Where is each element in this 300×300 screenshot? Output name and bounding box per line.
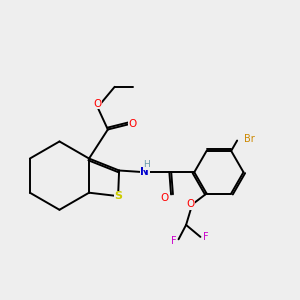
Text: O: O: [94, 99, 102, 109]
Text: O: O: [186, 200, 195, 209]
Text: S: S: [114, 191, 122, 201]
Text: H: H: [143, 160, 150, 169]
Text: F: F: [171, 236, 176, 246]
Text: N: N: [140, 167, 149, 177]
Text: O: O: [161, 193, 169, 203]
Text: O: O: [128, 119, 136, 129]
Text: Br: Br: [244, 134, 255, 144]
Text: F: F: [203, 232, 208, 242]
